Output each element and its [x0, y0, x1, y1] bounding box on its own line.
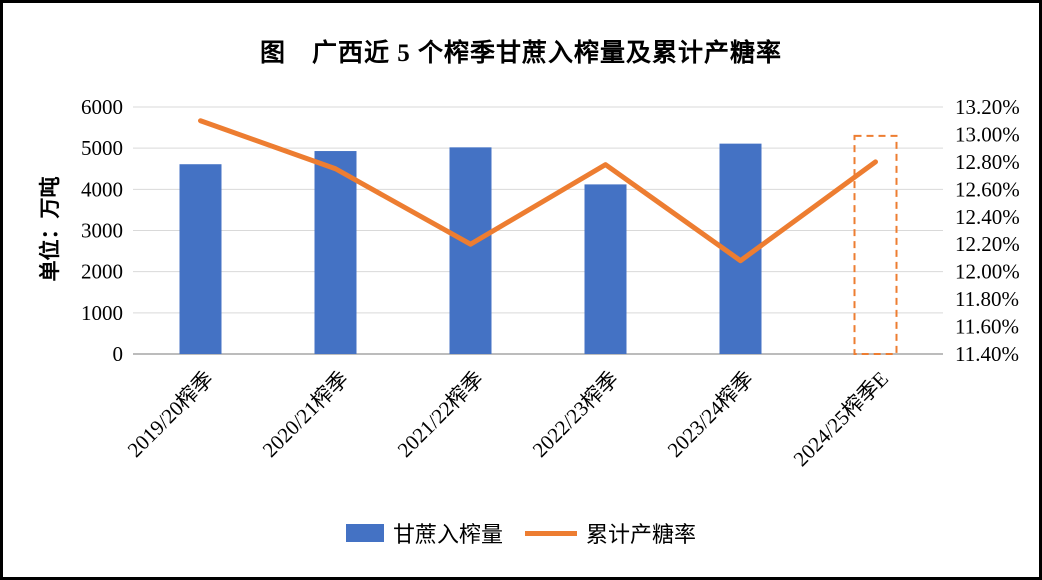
- bar-2022/23榨季: [584, 184, 627, 354]
- right-axis-tick-label: 11.80%: [955, 287, 1019, 311]
- bar-swatch-icon: [345, 524, 384, 542]
- bar-2019/20榨季: [179, 164, 222, 354]
- legend-item-bar: 甘蔗入榨量: [345, 517, 503, 549]
- legend-line-label: 累计产糖率: [586, 522, 697, 547]
- right-axis-tick-label: 12.80%: [955, 150, 1020, 174]
- right-axis-tick-label: 12.40%: [955, 205, 1020, 229]
- left-axis-tick-label: 4000: [81, 177, 123, 201]
- x-axis-label: 2022/23榨季: [528, 367, 623, 462]
- chart-legend: 甘蔗入榨量 累计产糖率: [3, 517, 1039, 549]
- left-axis-tick-label: 1000: [81, 301, 123, 325]
- right-axis-tick-label: 13.00%: [955, 122, 1020, 146]
- x-axis-label: 2023/24榨季: [663, 367, 758, 462]
- bar-2020/21榨季: [314, 151, 357, 354]
- right-axis-tick-label: 11.40%: [955, 342, 1019, 366]
- x-axis-label: 2021/22榨季: [393, 367, 488, 462]
- legend-bar-label: 甘蔗入榨量: [392, 522, 503, 547]
- right-axis-tick-label: 12.00%: [955, 260, 1020, 284]
- bar-estimated-2024/25榨季E: [853, 134, 898, 355]
- x-axis-label: 2024/25榨季E: [789, 367, 893, 471]
- left-axis-tick-label: 0: [113, 342, 124, 366]
- x-axis-label: 2020/21榨季: [258, 367, 353, 462]
- right-axis-tick-label: 12.20%: [955, 232, 1020, 256]
- rate-line: [198, 118, 878, 264]
- left-axis-tick-label: 6000: [81, 95, 123, 119]
- right-axis-tick-label: 13.20%: [955, 95, 1020, 119]
- chart-title: 图 广西近 5 个榨季甘蔗入榨量及累计产糖率: [259, 40, 782, 67]
- x-axis-label: 2019/20榨季: [123, 367, 218, 462]
- left-axis-tick-label: 3000: [81, 219, 123, 243]
- right-axis-tick-label: 12.60%: [955, 177, 1020, 201]
- left-axis-tick-label: 5000: [81, 136, 123, 160]
- legend-item-line: 累计产糖率: [525, 517, 696, 549]
- bar-2021/22榨季: [449, 147, 492, 354]
- left-axis-tick-label: 2000: [81, 260, 123, 284]
- chart-canvas: 0 1000 2000 3000 4000 5000 6000 11.40% 11.60% 11.…: [81, 95, 1020, 471]
- line-swatch-icon: [525, 530, 577, 536]
- right-axis-tick-label: 11.60%: [955, 315, 1019, 339]
